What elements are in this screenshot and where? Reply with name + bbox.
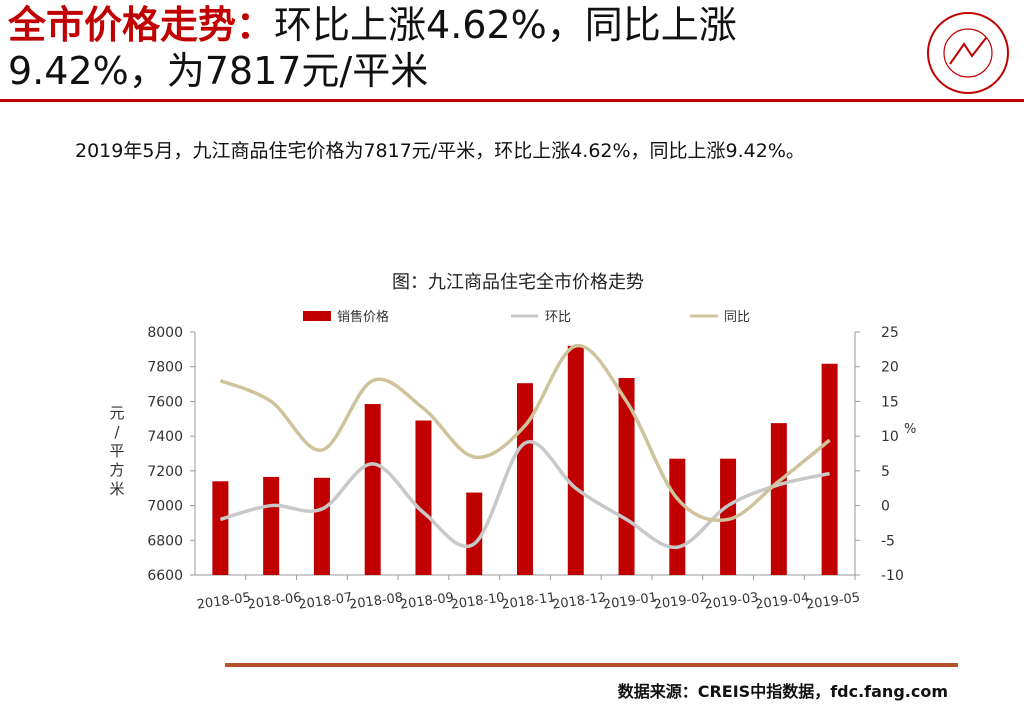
y-left-tick-label: 6800 bbox=[147, 533, 183, 549]
bar-sales-price bbox=[618, 377, 635, 575]
x-tick-label: 2018-12 bbox=[551, 590, 607, 612]
x-tick-label: 2018-06 bbox=[247, 590, 303, 612]
y-right-tick-label: 25 bbox=[881, 325, 899, 341]
y-right-tick-label: 15 bbox=[881, 394, 899, 410]
bar-sales-price bbox=[263, 476, 280, 575]
x-tick-label: 2019-02 bbox=[653, 590, 709, 612]
y-right-tick-label: -10 bbox=[881, 568, 904, 584]
legend-label-mom: 环比 bbox=[545, 310, 571, 325]
y-right-tick-label: 0 bbox=[881, 499, 890, 515]
y-right-tick-label: 5 bbox=[881, 464, 890, 480]
title-divider bbox=[0, 99, 1024, 102]
legend-label-bar: 销售价格 bbox=[337, 309, 389, 325]
title-highlight: 全市价格走势： bbox=[8, 3, 275, 47]
bar-sales-price bbox=[415, 420, 432, 575]
legend-swatch-bar bbox=[303, 311, 331, 321]
bar-sales-price bbox=[364, 404, 381, 575]
x-tick-label: 2018-07 bbox=[297, 590, 353, 612]
bar-sales-price bbox=[669, 458, 686, 575]
line-yoy-series bbox=[219, 344, 831, 522]
x-tick-label: 2018-08 bbox=[348, 590, 404, 612]
x-tick-label: 2018-10 bbox=[450, 590, 506, 612]
page-title: 全市价格走势：环比上涨4.62%，同比上涨9.42%，为7817元/平米 bbox=[8, 2, 888, 94]
x-tick-label: 2019-03 bbox=[704, 590, 760, 612]
y-right-tick-label: 10 bbox=[881, 429, 899, 445]
x-tick-label: 2018-11 bbox=[501, 590, 557, 612]
bar-sales-price bbox=[466, 492, 483, 575]
x-tick-label: 2019-04 bbox=[754, 590, 810, 612]
bar-sales-price bbox=[567, 345, 584, 575]
summary-text: 2019年5月，九江商品住宅价格为7817元/平米，环比上涨4.62%，同比上涨… bbox=[75, 140, 805, 162]
x-tick-label: 2018-09 bbox=[399, 590, 455, 612]
bar-sales-price bbox=[720, 458, 737, 575]
x-tick-label: 2018-05 bbox=[196, 590, 252, 612]
y-right-axis-label: % bbox=[904, 422, 916, 437]
y-left-axis-label-char: 平 bbox=[109, 442, 124, 460]
y-right-tick-label: 20 bbox=[881, 360, 899, 376]
bar-sales-price bbox=[313, 477, 330, 575]
bar-sales-price bbox=[212, 481, 229, 575]
y-left-tick-label: 7000 bbox=[147, 499, 183, 515]
data-source: 数据来源：CREIS中指数据，fdc.fang.com bbox=[617, 682, 948, 701]
y-left-tick-label: 7600 bbox=[147, 394, 183, 410]
academy-logo bbox=[927, 12, 1009, 94]
x-tick-label: 2019-01 bbox=[602, 590, 658, 612]
bar-sales-price bbox=[517, 383, 533, 575]
y-left-axis-label-char: 米 bbox=[109, 480, 124, 498]
y-left-tick-label: 6600 bbox=[147, 568, 183, 584]
y-left-axis-label-char: 方 bbox=[109, 461, 124, 479]
bar-sales-price bbox=[821, 363, 838, 575]
y-left-tick-label: 7800 bbox=[147, 360, 183, 376]
bar-sales-price bbox=[770, 423, 787, 575]
y-right-tick-label: -5 bbox=[881, 533, 895, 549]
title-rest: 环比上涨4.62%，同比上涨9.42%，为7817元/平米 bbox=[8, 3, 737, 93]
y-left-tick-label: 7200 bbox=[147, 464, 183, 480]
line-mom-series bbox=[219, 440, 830, 549]
chart-title: 图：九江商品住宅全市价格走势 bbox=[392, 272, 644, 293]
legend-label-yoy: 同比 bbox=[724, 310, 750, 325]
bottom-divider bbox=[225, 663, 958, 667]
y-left-tick-label: 7400 bbox=[147, 429, 183, 445]
y-left-tick-label: 8000 bbox=[147, 325, 183, 341]
x-tick-label: 2019-05 bbox=[805, 590, 861, 612]
y-left-axis-label-char: / bbox=[114, 423, 120, 441]
y-left-axis-label-char: 元 bbox=[109, 404, 124, 422]
